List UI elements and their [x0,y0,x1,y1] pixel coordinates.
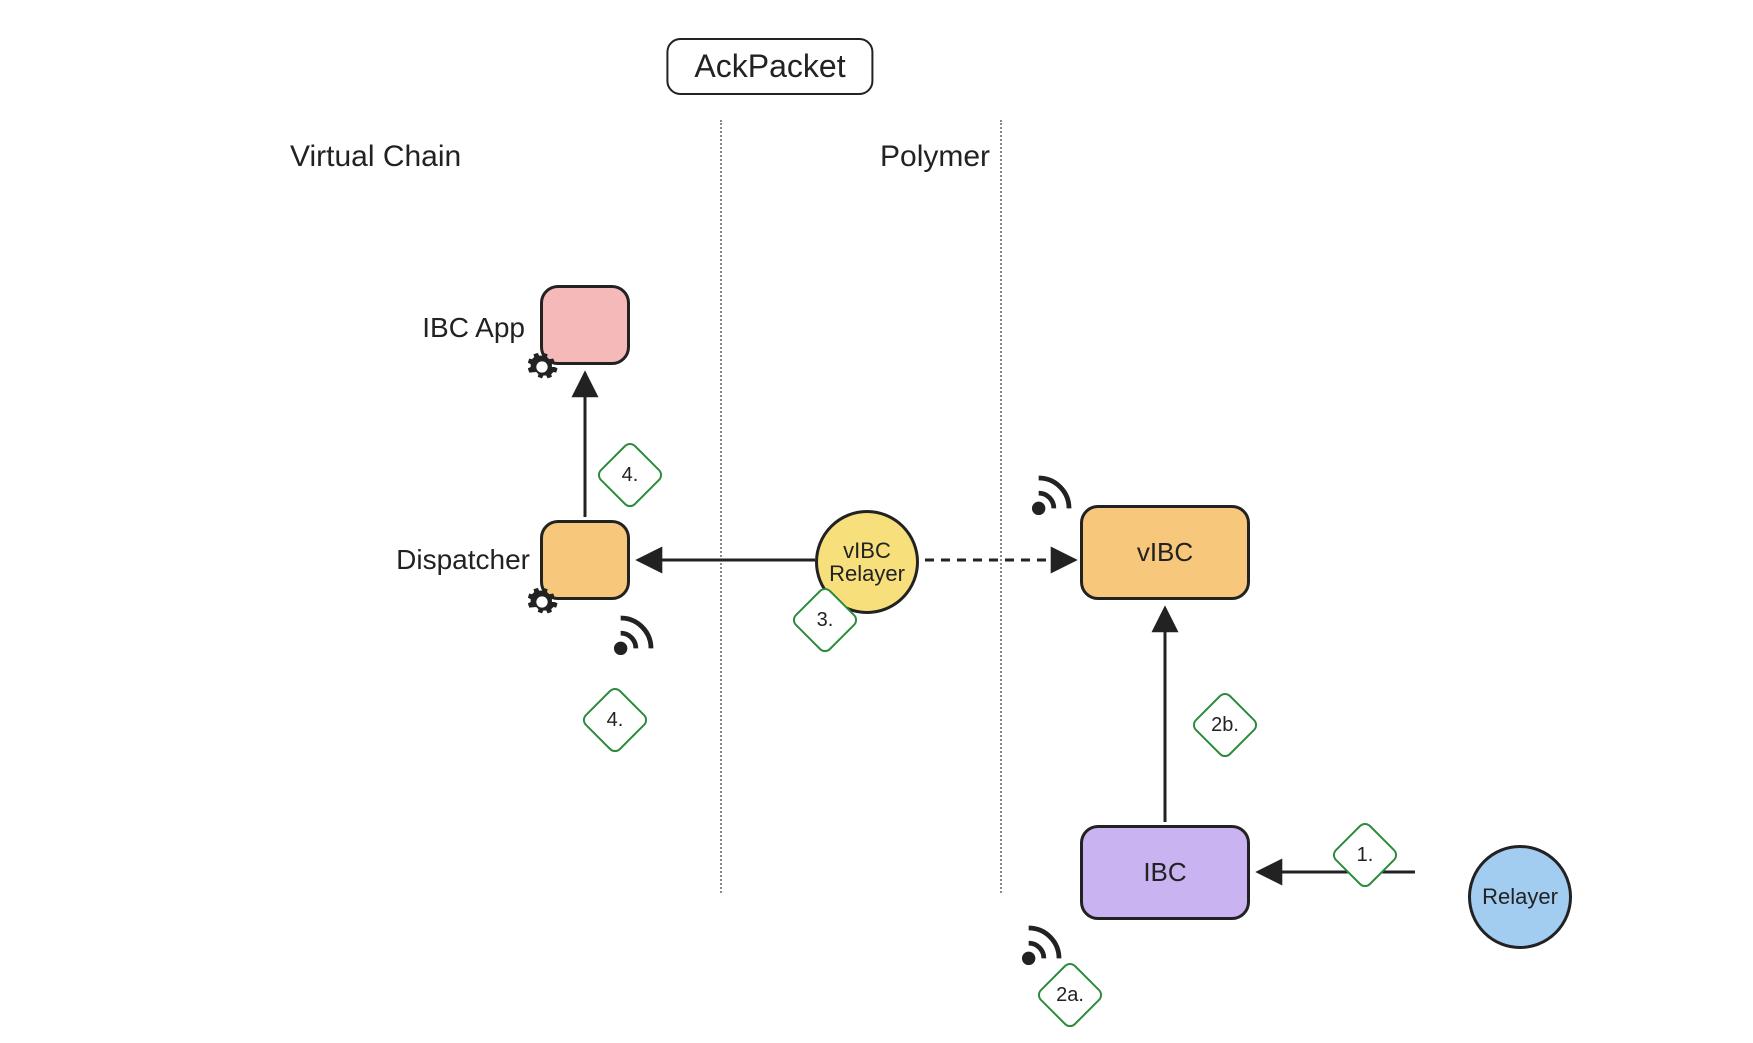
region-label-left: Virtual Chain [290,140,461,174]
ibc-app-label: IBC App [365,312,525,344]
node-ibc: IBC [1080,825,1250,920]
diagram-title: AckPacket [666,38,873,95]
edge-relayer-to-ibc [1250,862,1420,882]
relayer-text: Relayer [1482,885,1558,908]
node-ibc-text: IBC [1143,857,1186,888]
vibc-relayer-text: vIBC Relayer [818,539,916,585]
node-vibc: vIBC [1080,505,1250,600]
signal-icon [1030,465,1082,517]
gear-icon [525,350,559,384]
diagram-stage: AckPacket Virtual Chain Polymer IBC App … [0,0,1753,1043]
node-vibc-text: vIBC [1137,537,1193,568]
step-2a: 2a. [1035,960,1106,1031]
edge-vibcrelayer-to-vibc [920,550,1085,570]
edge-vibcrelayer-to-dispatcher [630,550,830,570]
step-2b: 2b. [1190,690,1261,761]
gear-icon [525,585,559,619]
edge-dispatcher-to-ibcapp [575,365,595,525]
divider-1 [720,120,722,893]
edge-ibc-to-vibc [1155,600,1175,830]
signal-icon [612,605,664,657]
title-text: AckPacket [694,48,845,84]
dispatcher-label: Dispatcher [350,544,530,576]
step-4b: 4. [580,685,651,756]
signal-icon [1020,915,1072,967]
divider-2 [1000,120,1002,893]
step-4a: 4. [595,440,666,511]
node-relayer: Relayer [1468,845,1572,949]
region-label-right: Polymer [880,140,990,174]
